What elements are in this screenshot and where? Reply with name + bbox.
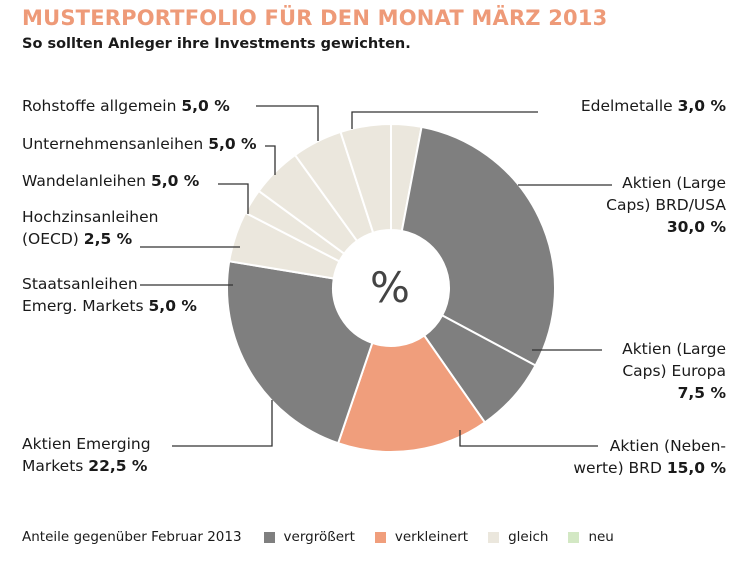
label-large-brd: Aktien (Large Caps) BRD/USA 30,0 % [606, 172, 726, 238]
label-rohstoffe-name: Rohstoffe allgemein [22, 97, 177, 115]
label-unternehmen-name: Unternehmensanleihen [22, 135, 204, 153]
label-unternehmen: Unternehmensanleihen 5,0 % [22, 133, 257, 155]
label-edelmetalle: Edelmetalle 3,0 % [581, 95, 726, 117]
donut-slices [226, 122, 556, 453]
slice-9 [339, 122, 392, 235]
label-large-eu-line2: Caps) Europa [622, 362, 726, 380]
legend-item-verkleinert: verkleinert [374, 529, 469, 545]
label-edelmetalle-name: Edelmetalle [580, 97, 673, 115]
leader-lines [140, 105, 612, 447]
label-rohstoffe: Rohstoffe allgemein 5,0 % [22, 95, 230, 117]
label-large-brd-value: 30,0 % [666, 218, 726, 236]
label-wandel-value: 5,0 % [150, 172, 200, 190]
slice-3 [336, 334, 487, 453]
legend-swatch-gleich [488, 531, 500, 543]
label-neben-line1: Aktien (Neben- [609, 437, 726, 455]
label-large-brd-line1: Aktien (Large [622, 174, 726, 192]
label-edelmetalle-value: 3,0 % [677, 97, 726, 115]
leader-unternehmen [265, 145, 276, 175]
label-hochzins: Hochzinsanleihen (OECD) 2,5 % [22, 206, 158, 250]
label-hochzins-line2: (OECD) [22, 230, 79, 248]
label-large-eu-value: 7,5 % [677, 384, 726, 402]
legend-label-vergroessert: vergrößert [283, 529, 355, 545]
label-hochzins-line1: Hochzinsanleihen [22, 208, 159, 226]
leader-rohstoffe [256, 105, 319, 141]
label-staats-value: 5,0 % [148, 297, 197, 315]
legend-swatch-vergroessert [263, 531, 275, 543]
label-unternehmen-value: 5,0 % [208, 135, 257, 153]
label-staats-line1: Staatsanleihen [22, 275, 138, 293]
label-large-eu: Aktien (Large Caps) Europa 7,5 % [622, 338, 726, 404]
legend-item-gleich: gleich [488, 529, 548, 545]
label-emerging-line1: Aktien Emerging [22, 435, 151, 453]
chart-title: MUSTERPORTFOLIO FÜR DEN MONAT MÄRZ 2013 [22, 6, 608, 30]
center-percent-label: % [370, 263, 410, 312]
label-wandel: Wandelanleihen 5,0 % [22, 170, 199, 192]
label-emerging-line2: Markets [22, 457, 84, 475]
label-emerging: Aktien Emerging Markets 22,5 % [22, 433, 151, 477]
slice-1 [400, 125, 556, 367]
label-neben: Aktien (Neben- werte) BRD 15,0 % [573, 435, 726, 479]
label-large-eu-line1: Aktien (Large [622, 340, 726, 358]
label-neben-line2: werte) BRD [573, 459, 662, 477]
leader-neben [459, 430, 598, 447]
legend-label-gleich: gleich [508, 529, 549, 545]
chart-legend: Anteile gegenüber Februar 2013 vergrößer… [22, 529, 634, 545]
label-hochzins-value: 2,5 % [83, 230, 133, 248]
legend-item-neu: neu [568, 529, 614, 545]
label-staats: Staatsanleihen Emerg. Markets 5,0 % [22, 273, 197, 317]
label-emerging-value: 22,5 % [88, 457, 148, 475]
leader-edelmetalle [351, 111, 538, 129]
label-neben-value: 15,0 % [666, 459, 726, 477]
legend-swatch-verkleinert [374, 531, 386, 543]
chart-subtitle: So sollten Anleger ihre Investments gewi… [22, 36, 411, 52]
leader-emerging [172, 400, 273, 447]
label-large-brd-line2: Caps) BRD/USA [606, 196, 726, 214]
legend-label-verkleinert: verkleinert [394, 529, 469, 545]
label-staats-line2: Emerg. Markets [22, 297, 144, 315]
legend-item-vergroessert: vergrößert [263, 529, 355, 545]
legend-caption: Anteile gegenüber Februar 2013 [22, 529, 242, 545]
legend-swatch-neu [568, 531, 580, 543]
label-wandel-name: Wandelanleihen [22, 172, 146, 190]
donut-chart: % [140, 105, 612, 453]
slice-4 [226, 260, 374, 445]
leader-wandel [218, 183, 249, 214]
legend-label-neu: neu [588, 529, 614, 545]
label-rohstoffe-value: 5,0 % [181, 97, 230, 115]
